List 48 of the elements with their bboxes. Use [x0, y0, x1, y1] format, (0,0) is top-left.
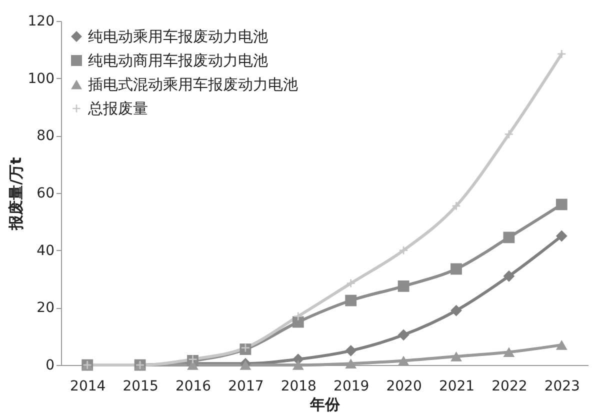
point: [556, 340, 568, 350]
point: [188, 355, 197, 364]
point: [503, 347, 515, 358]
x-tick-label: 2017: [228, 378, 264, 394]
point: [292, 360, 304, 370]
point: [398, 329, 410, 341]
legend-label: 总报废量: [87, 100, 148, 118]
point: [452, 202, 460, 210]
x-axis-title: 年份: [309, 396, 341, 414]
point: [294, 312, 302, 320]
x-tick-label: 2021: [438, 378, 475, 394]
point: [503, 232, 515, 244]
point: [292, 316, 304, 328]
point: [450, 351, 462, 362]
legend-label: 纯电动乘用车报废动力电池: [88, 28, 268, 46]
point: [346, 279, 355, 288]
point: [240, 360, 252, 370]
y-tick-label: 0: [46, 358, 54, 374]
x-tick-label: 2016: [175, 378, 212, 394]
y-tick-label: 20: [36, 300, 54, 316]
point: [400, 246, 408, 254]
point: [398, 280, 410, 292]
x-tick-label: 2019: [334, 378, 370, 394]
point: [345, 344, 357, 356]
y-axis-title: 报废量/万t: [6, 157, 25, 231]
point: [450, 263, 462, 275]
point: [504, 130, 513, 138]
point: [345, 358, 357, 369]
legend-label: 纯电动商用车报废动力电池: [88, 52, 268, 70]
x-tick-label: 2015: [122, 378, 158, 394]
y-tick-label: 40: [36, 242, 54, 259]
point: [556, 198, 568, 210]
y-tick-label: 100: [28, 70, 54, 87]
point: [558, 50, 566, 58]
y-tick-label: 80: [36, 128, 54, 144]
point: [556, 230, 568, 242]
x-tick-label: 2014: [70, 378, 106, 394]
legend-label: 插电式混动乘用车报废动力电池: [88, 76, 298, 94]
x-tick-label: 2023: [544, 378, 580, 394]
x-tick-label: 2022: [492, 378, 528, 394]
point: [450, 304, 462, 316]
point: [345, 294, 357, 306]
point: [398, 356, 410, 366]
point: [503, 270, 515, 282]
y-tick-label: 60: [36, 186, 54, 202]
x-tick-label: 2020: [386, 378, 422, 394]
y-tick-label: 120: [28, 14, 54, 30]
x-tick-label: 2018: [280, 378, 316, 394]
